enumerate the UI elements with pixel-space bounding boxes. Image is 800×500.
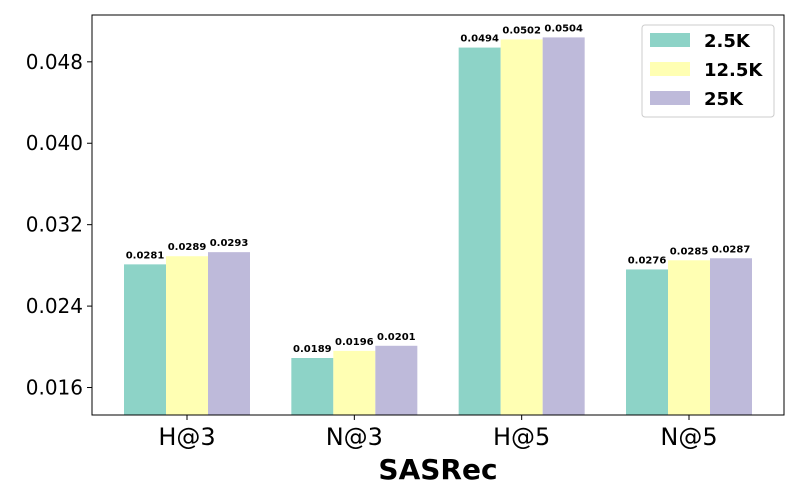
bar-12-5k-h3 <box>166 256 208 415</box>
bar-data-label: 0.0504 <box>544 23 583 34</box>
y-tick-label: 0.048 <box>26 50 83 74</box>
legend-swatch <box>650 62 690 76</box>
bar-data-label: 0.0189 <box>293 344 332 355</box>
bar-25k-h3 <box>208 252 250 415</box>
bar-2-5k-n3 <box>291 358 334 415</box>
bar-data-label: 0.0287 <box>712 244 751 255</box>
legend-label: 2.5K <box>704 31 751 52</box>
x-tick-label: H@3 <box>158 423 215 451</box>
bar-12-5k-n3 <box>333 350 376 415</box>
x-tick-label: H@5 <box>493 423 550 451</box>
bar-data-label: 0.0289 <box>168 242 207 253</box>
legend-swatch <box>650 91 690 105</box>
bar-data-label: 0.0293 <box>210 238 249 249</box>
bar-2-5k-n5 <box>626 269 668 415</box>
bar-data-label: 0.0502 <box>502 25 541 36</box>
y-tick-label: 0.016 <box>26 376 83 400</box>
y-axis: 0.016 0.024 0.032 0.040 0.048 <box>26 50 92 400</box>
bar-25k-n3 <box>375 345 418 415</box>
bar-2-5k-h5 <box>458 47 501 415</box>
bar-data-label: 0.0285 <box>670 246 709 257</box>
plot-frame <box>91 14 785 416</box>
y-tick-label: 0.024 <box>26 294 83 318</box>
bar-2-5k-h3 <box>124 264 166 415</box>
legend-label: 25K <box>704 89 744 110</box>
legend: 2.5K 12.5K 25K <box>641 24 775 118</box>
legend-label: 12.5K <box>704 60 763 81</box>
bar-data-label: 0.0494 <box>460 34 499 45</box>
y-tick-label: 0.032 <box>26 213 83 237</box>
bar-data-label: 0.0201 <box>377 332 416 343</box>
x-axis: H@3 N@3 H@5 N@5 <box>158 415 718 451</box>
x-tick-label: N@3 <box>326 423 383 451</box>
bar-data-label: 0.0276 <box>628 255 667 266</box>
legend-swatch <box>650 33 690 47</box>
bar-25k-h5 <box>542 37 585 416</box>
bar-12-5k-n5 <box>668 260 710 415</box>
x-tick-label: N@5 <box>660 423 717 451</box>
y-tick-label: 0.040 <box>26 131 83 155</box>
x-axis-title: SASRec <box>378 453 497 486</box>
bar-25k-n5 <box>710 258 752 415</box>
bar-data-label: 0.0281 <box>126 250 165 261</box>
bar-data-label: 0.0196 <box>335 337 374 348</box>
bar-12-5k-h5 <box>500 39 543 415</box>
